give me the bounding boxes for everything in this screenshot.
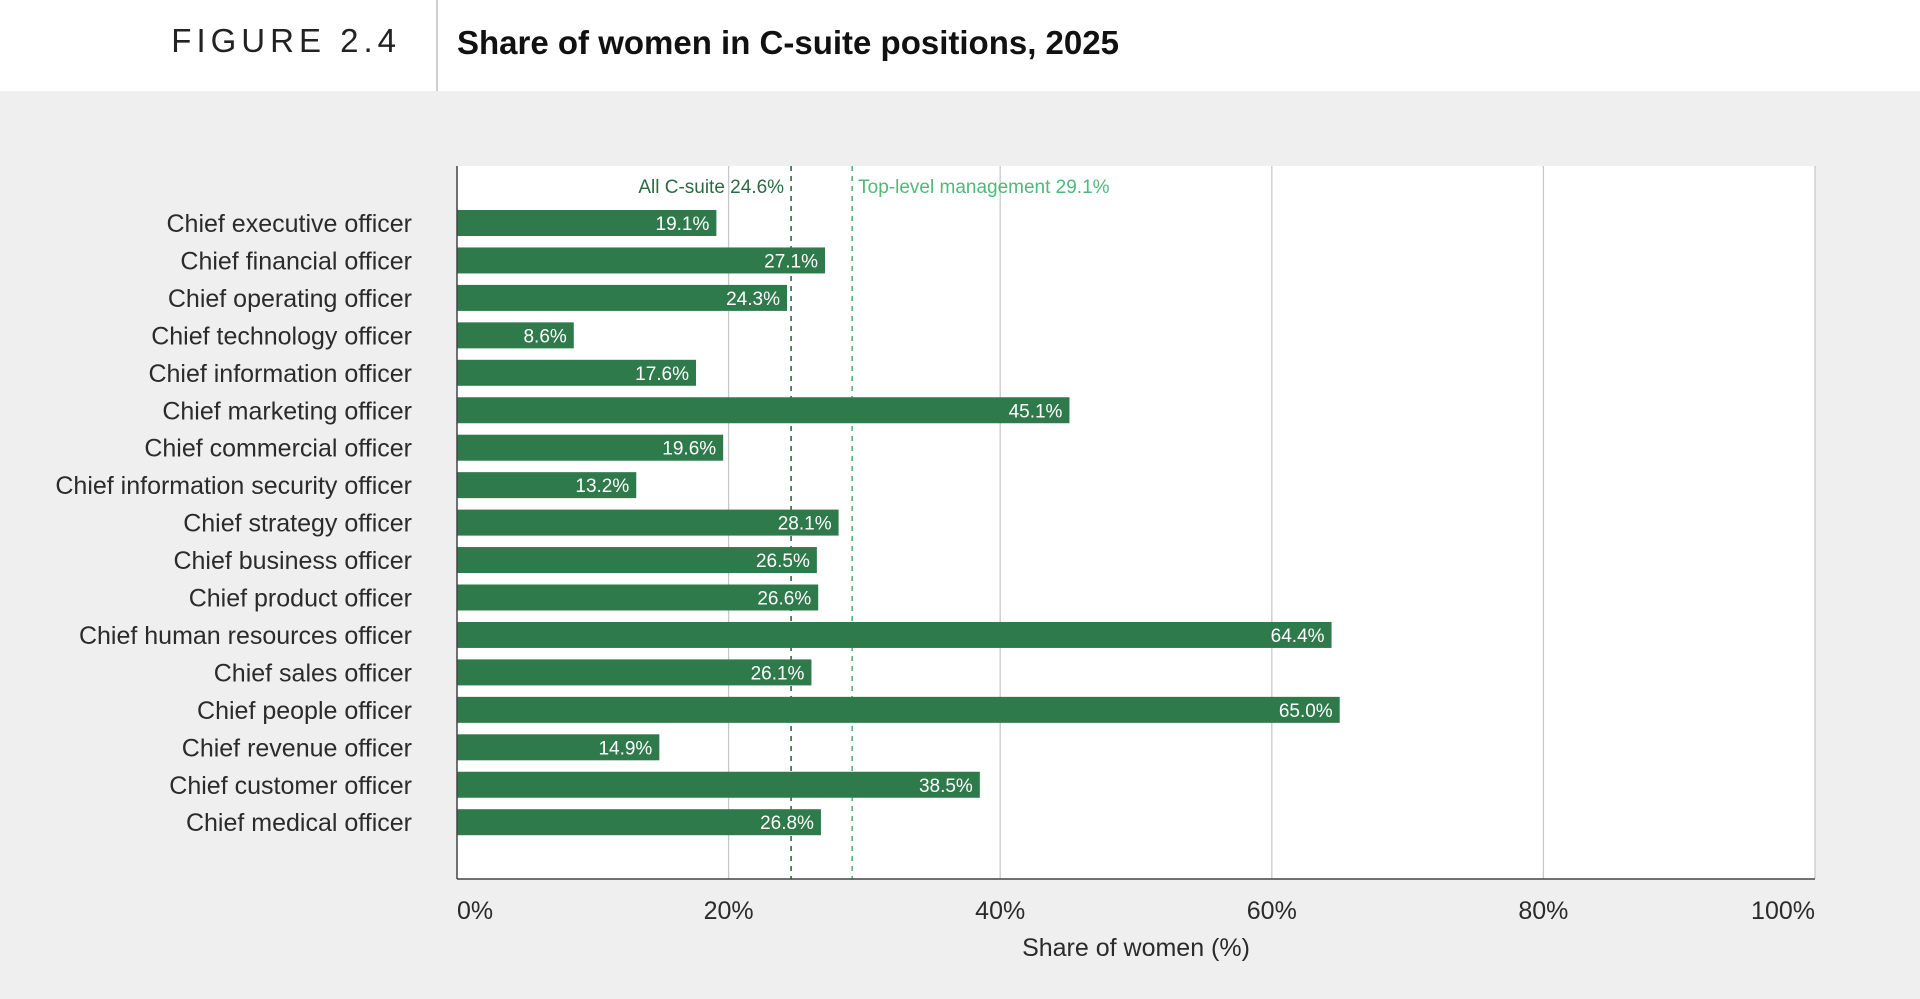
category-label: Chief technology officer — [151, 322, 412, 350]
reference-lines: All C-suite 24.6% Top-level management 29… — [638, 166, 1110, 879]
x-tick-label: 100% — [1751, 897, 1815, 925]
category-label: Chief human resources officer — [79, 622, 412, 650]
x-axis-title: Share of women (%) — [1022, 934, 1250, 962]
bar — [457, 734, 660, 761]
bar — [457, 547, 817, 574]
x-axis: 0% 20% 40% 60% 80% 100% Share of women (%) — [456, 166, 1815, 962]
category-label: Chief people officer — [197, 697, 412, 725]
data-label: 13.2% — [575, 476, 629, 497]
data-label: 19.1% — [656, 214, 710, 235]
bar — [457, 247, 826, 274]
category-label: Chief sales officer — [214, 659, 412, 687]
category-label: Chief strategy officer — [183, 510, 412, 538]
category-label: Chief medical officer — [186, 809, 412, 837]
data-label: 26.6% — [757, 589, 811, 610]
data-label: 19.6% — [662, 439, 716, 460]
x-tick-label: 80% — [1518, 897, 1568, 925]
data-label: 26.8% — [760, 813, 814, 834]
category-label: Chief information officer — [148, 360, 412, 388]
data-label: 45.1% — [1009, 401, 1063, 422]
data-label: 28.1% — [778, 514, 832, 535]
bar — [457, 509, 839, 536]
category-label: Chief marketing officer — [162, 397, 412, 425]
bar-chart: All C-suite 24.6% Top-level management 29… — [55, 166, 1816, 962]
data-label: 26.1% — [751, 663, 805, 684]
data-label: 38.5% — [919, 776, 973, 797]
reference-line-label: All C-suite 24.6% — [638, 177, 784, 198]
category-label: Chief financial officer — [180, 247, 412, 275]
category-label: Chief customer officer — [169, 772, 412, 800]
x-tick-label: 20% — [704, 897, 754, 925]
x-tick-label: 60% — [1247, 897, 1297, 925]
figure-header: FIGURE 2.4 Share of women in C-suite pos… — [0, 0, 1920, 91]
bar — [457, 210, 717, 236]
bar — [457, 771, 980, 798]
category-label: Chief revenue officer — [182, 734, 412, 762]
category-labels: Chief executive officer Chief financial o… — [55, 210, 412, 837]
bar — [457, 659, 812, 686]
gridlines — [727, 166, 1816, 879]
category-label: Chief business officer — [173, 547, 412, 575]
bar — [457, 809, 821, 836]
category-label: Chief commercial officer — [144, 435, 412, 463]
x-tick-label: 0% — [457, 897, 493, 925]
bar — [457, 696, 1340, 723]
data-label: 17.6% — [635, 364, 689, 385]
bar — [457, 621, 1332, 648]
figure-title: Share of women in C-suite positions, 202… — [457, 24, 1119, 61]
header-divider — [436, 0, 438, 91]
figure-number: FIGURE 2.4 — [171, 22, 401, 59]
data-label: 27.1% — [764, 251, 818, 272]
data-label: 24.3% — [726, 289, 780, 310]
data-label: 65.0% — [1279, 701, 1333, 722]
data-label: 26.5% — [756, 551, 810, 572]
x-tick-label: 40% — [975, 897, 1025, 925]
category-label: Chief operating officer — [168, 285, 412, 313]
bars: 19.1% 27.1% 24.3% 8.6% 17.6% 45.1% 19.6% 13.2% 2… — [457, 210, 1340, 836]
reference-line-label: Top-level management 29.1% — [858, 177, 1109, 198]
data-label: 8.6% — [523, 326, 566, 347]
data-label: 64.4% — [1271, 626, 1325, 647]
bar — [457, 397, 1070, 424]
category-label: Chief information security officer — [55, 472, 412, 500]
bar — [457, 434, 724, 461]
bar — [457, 472, 637, 499]
category-label: Chief executive officer — [167, 210, 413, 238]
bar — [457, 284, 787, 311]
category-label: Chief product officer — [189, 585, 412, 613]
bar — [457, 584, 819, 611]
bar — [457, 322, 574, 349]
data-label: 14.9% — [598, 738, 652, 759]
bar — [457, 359, 697, 386]
